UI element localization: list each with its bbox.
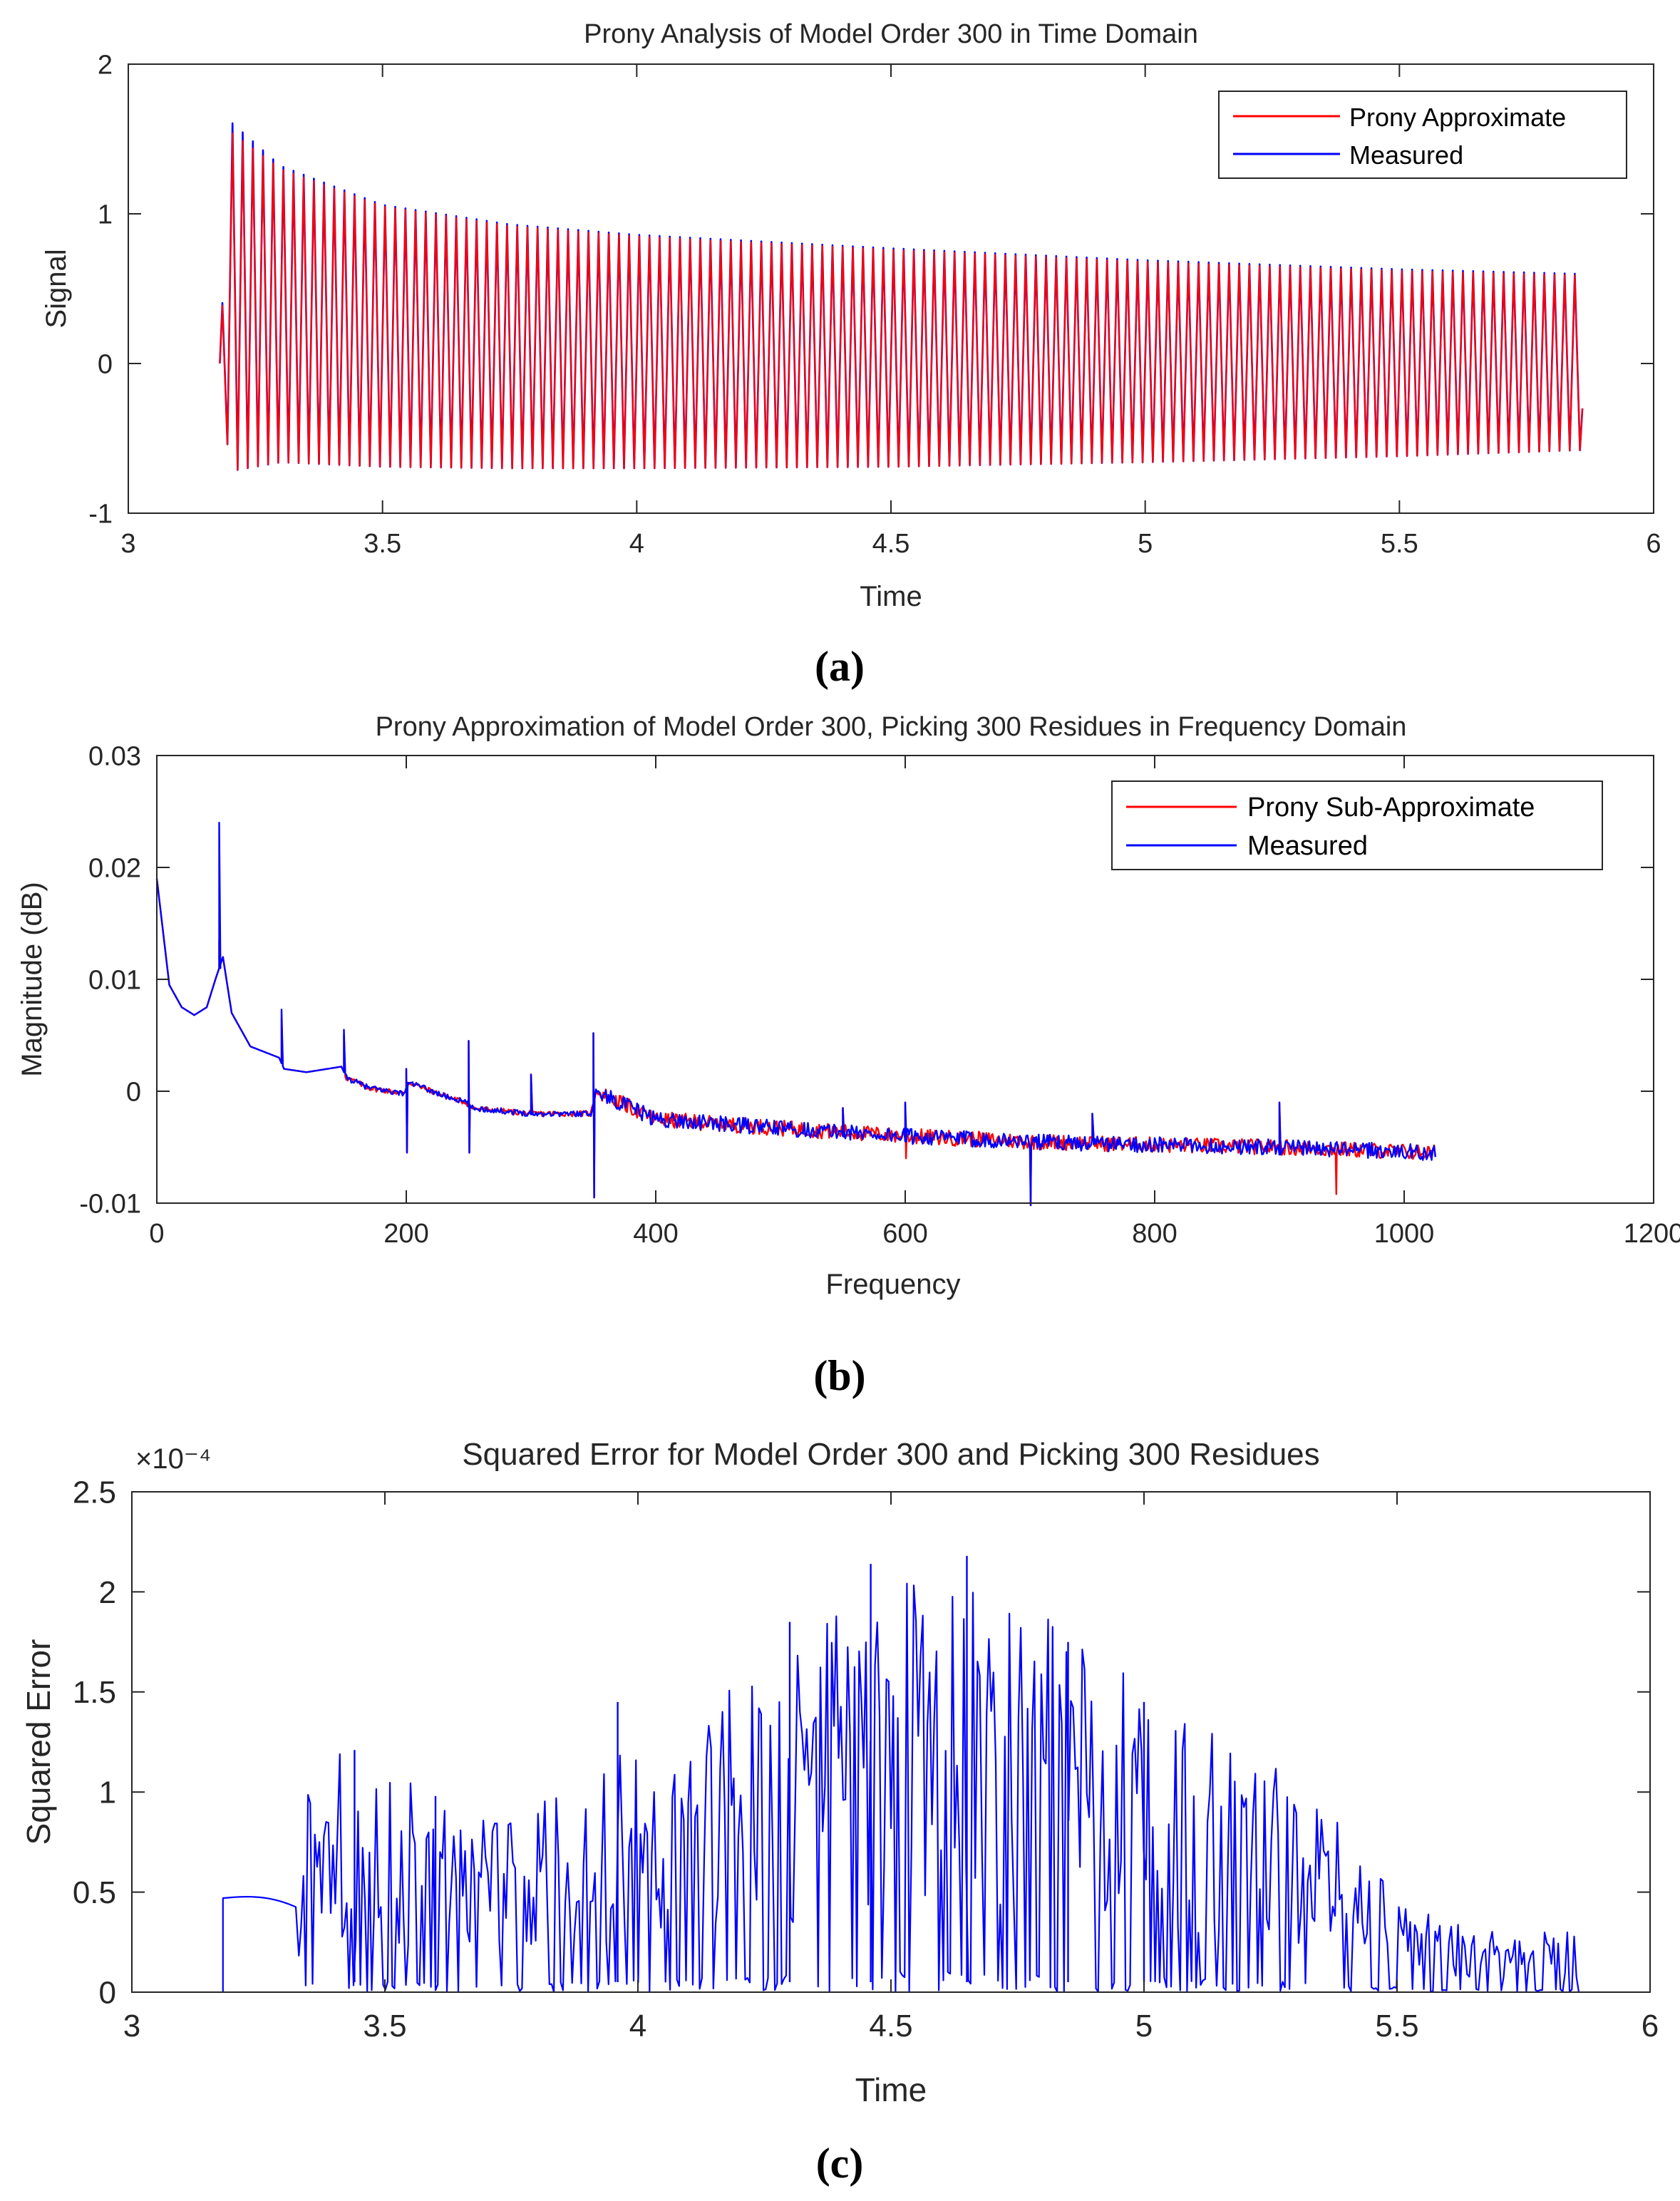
chart-b-ytick-label: -0.01 [79,1189,141,1219]
chart-a-xtick-label: 4.5 [872,529,910,559]
chart-a-xtick-label: 4 [629,529,644,559]
chart-c-xtick-label: 5 [1135,2009,1153,2043]
chart-a-ytick-label: 1 [98,200,113,230]
chart-a-legend-label-1: Measured [1349,140,1463,170]
chart-c-xtick-label: 4.5 [869,2009,912,2043]
chart-b-legend-label-0: Prony Sub-Approximate [1247,793,1535,823]
chart-a-xtick-label: 5 [1138,529,1153,559]
chart-b-legend-box [1111,780,1603,870]
chart-a-xtick-label: 3 [120,529,135,559]
chart-b-axes-box [156,755,1654,1204]
caption-a: (a) [815,643,865,690]
chart-b-xtick-label: 1000 [1374,1219,1435,1249]
chart-c-axes-box [131,1491,1651,1993]
chart-b-ytick-label: 0.03 [88,741,141,771]
chart-b-ytick-label: 0.02 [88,853,141,883]
chart-b-ytick-label: 0.01 [88,965,141,995]
chart-b-series-measured [155,821,1436,1207]
chart-b-xtick-label: 0 [149,1219,164,1249]
chart-c-xtick-label: 4 [629,2009,646,2043]
chart-c-ytick-label: 0 [99,1975,116,2010]
chart-b-xtick-label: 400 [633,1219,678,1249]
chart-panel-b: Prony Approximation of Model Order 300, … [16,712,1680,1399]
chart-a-series-prony-approximate [219,133,1584,471]
chart-panel-c: Squared Error for Model Order 300 and Pi… [20,1437,1659,2187]
chart-a-xtick-label: 6 [1646,529,1661,559]
chart-c-title: Squared Error for Model Order 300 and Pi… [462,1437,1319,1472]
chart-a-ytick-label: -1 [88,499,113,529]
chart-panel-a: Prony Analysis of Model Order 300 in Tim… [41,19,1661,690]
chart-c-ytick-label: 2.5 [73,1475,116,1510]
chart-b-ytick-label: 0 [126,1077,141,1107]
chart-b-legend: Prony Sub-Approximate Measured [1111,780,1603,870]
chart-c-ytick-label: 2 [99,1575,116,1610]
chart-c-xtick-label: 5.5 [1375,2009,1418,2043]
chart-a-xtick-label: 5.5 [1381,529,1418,559]
chart-c-ylabel: Squared Error [20,1639,57,1845]
chart-c-ytick-label: 1.5 [73,1675,116,1710]
chart-c-exponent: ×10⁻⁴ [135,1443,211,1475]
chart-a-title: Prony Analysis of Model Order 300 in Tim… [584,19,1198,49]
chart-a-legend-box [1218,91,1627,179]
chart-a-ytick-label: 0 [98,349,113,379]
chart-b-title: Prony Approximation of Model Order 300, … [376,712,1407,742]
chart-b-legend-label-1: Measured [1247,831,1368,861]
chart-b-xtick-label: 600 [882,1219,927,1249]
chart-b-xlabel: Frequency [826,1269,961,1300]
chart-c-ytick-label: 1 [99,1775,116,1810]
chart-a-legend-label-0: Prony Approximate [1349,103,1566,132]
chart-c-xlabel: Time [855,2071,927,2108]
chart-b-xtick-label: 800 [1132,1219,1177,1249]
chart-a-legend: Prony Approximate Measured [1218,91,1627,179]
chart-c-xtick-label: 3.5 [363,2009,406,2043]
chart-c-series-squared-error [222,1582,1580,1994]
chart-b-ylabel: Magnitude (dB) [16,882,48,1076]
chart-c-xtick-label: 3 [123,2009,140,2043]
chart-a-ylabel: Signal [41,249,72,328]
chart-a-xlabel: Time [860,581,922,612]
caption-b: (b) [813,1352,865,1399]
chart-c-ytick-label: 0.5 [73,1875,116,1910]
chart-a-axes-box [128,63,1654,514]
chart-b-xtick-label: 200 [383,1219,428,1249]
chart-a-ytick-label: 2 [98,50,113,80]
chart-a-xtick-label: 3.5 [364,529,401,559]
chart-b-xtick-label: 1200 [1624,1219,1680,1249]
chart-c-xtick-label: 6 [1642,2009,1659,2043]
caption-c: (c) [816,2140,864,2187]
